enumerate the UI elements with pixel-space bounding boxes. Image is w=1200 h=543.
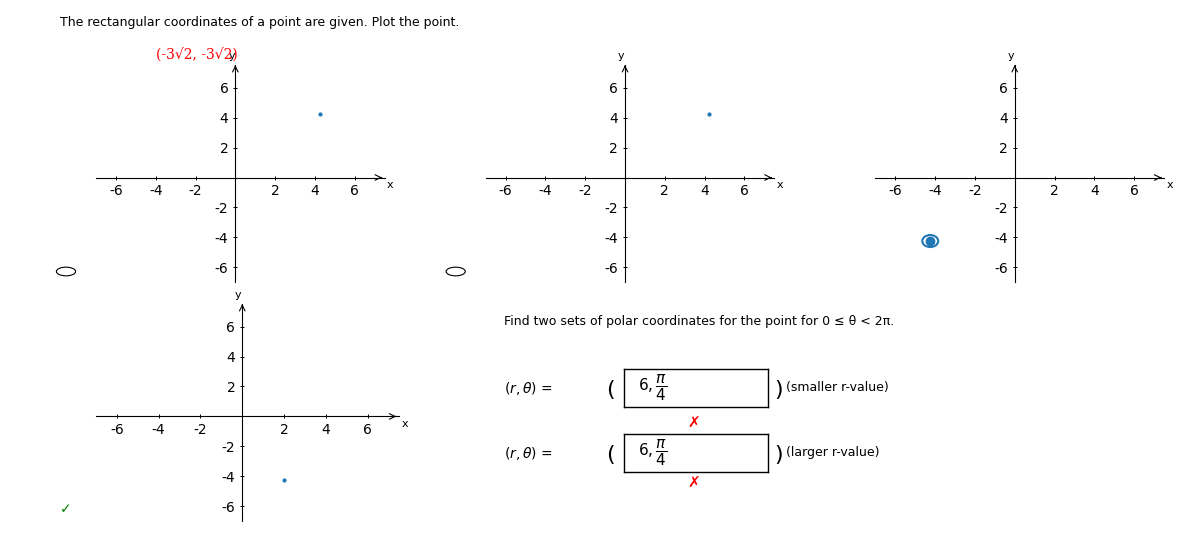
Text: $(r, \theta)$ =: $(r, \theta)$ = [504,445,553,462]
Text: (smaller r-value): (smaller r-value) [786,381,889,394]
Y-axis label: y: y [228,51,235,61]
Text: (: ( [606,380,614,400]
X-axis label: x: x [388,180,394,190]
Text: (-3√2, -3√2): (-3√2, -3√2) [156,49,238,63]
Text: Find two sets of polar coordinates for the point for 0 ≤ θ < 2π.: Find two sets of polar coordinates for t… [504,315,894,328]
Text: ✓: ✓ [60,502,72,516]
Text: ✗: ✗ [688,415,700,431]
Y-axis label: y: y [1008,51,1014,61]
Text: $6, \dfrac{\pi}{4}$: $6, \dfrac{\pi}{4}$ [638,439,667,468]
X-axis label: x: x [402,419,408,429]
Text: The rectangular coordinates of a point are given. Plot the point.: The rectangular coordinates of a point a… [60,16,460,29]
Text: ✗: ✗ [688,476,700,491]
X-axis label: x: x [776,180,784,190]
Text: (: ( [606,445,614,465]
X-axis label: x: x [1166,180,1174,190]
Y-axis label: y: y [618,51,625,61]
Text: ): ) [774,380,782,400]
Y-axis label: y: y [235,290,241,300]
Text: $6, \dfrac{\pi}{4}$: $6, \dfrac{\pi}{4}$ [638,374,667,403]
Text: ): ) [774,445,782,465]
Text: $(r, \theta)$ =: $(r, \theta)$ = [504,380,553,397]
Text: (larger r-value): (larger r-value) [786,446,880,459]
